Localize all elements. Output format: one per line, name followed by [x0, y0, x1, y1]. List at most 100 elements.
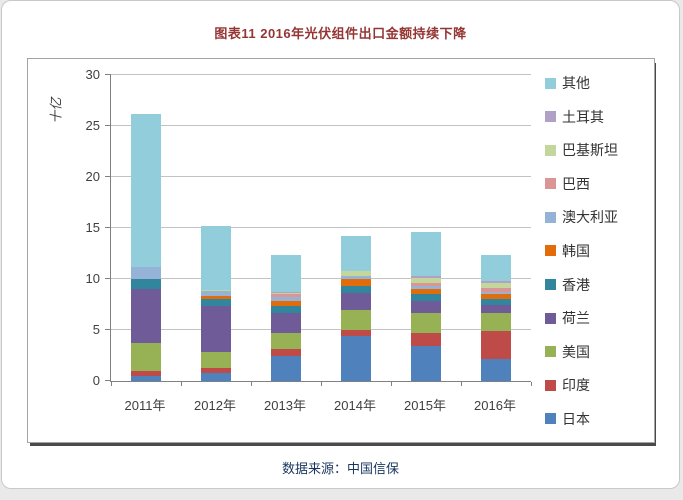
bar-segment-土耳其	[271, 292, 301, 293]
bar-segment-荷兰	[481, 304, 511, 313]
x-tickmark-3	[321, 382, 322, 386]
bar-segment-美国	[481, 312, 511, 332]
data-source: 数据来源：中国信保	[281, 461, 399, 476]
bar-segment-荷兰	[131, 288, 161, 343]
bar-segment-荷兰	[201, 306, 231, 353]
legend-label-荷兰: 荷兰	[562, 310, 590, 327]
legend-swatch-美国	[545, 346, 556, 358]
bar-segment-印度	[341, 329, 371, 337]
bar-segment-美国	[201, 352, 231, 369]
legend-item-美国: 美国	[545, 342, 650, 362]
bar-segment-印度	[131, 371, 161, 377]
x-label-2012年: 2012年	[194, 398, 236, 413]
gridline-y15	[111, 227, 531, 228]
x-tickmark-4	[391, 382, 392, 386]
bar-2014年	[321, 75, 391, 381]
bar-segment-韩国	[271, 301, 301, 306]
x-tickmark-0	[111, 382, 112, 386]
y-tickmark-25	[105, 125, 111, 126]
x-tickmark-1	[181, 382, 182, 386]
y-tickmark-20	[105, 176, 111, 177]
y-tickmark-30	[105, 74, 111, 75]
bar-segment-美国	[271, 333, 301, 350]
bar-2012年	[181, 75, 251, 381]
legend-item-香港: 香港	[545, 275, 650, 295]
x-tickmark-2	[251, 382, 252, 386]
legend-item-巴基斯坦: 巴基斯坦	[545, 140, 650, 160]
y-tickmark-15	[105, 227, 111, 228]
legend-item-其他: 其他	[545, 73, 650, 93]
legend-label-韩国: 韩国	[562, 242, 590, 259]
legend-label-澳大利亚: 澳大利亚	[562, 209, 618, 226]
article-card: 图表11 2016年光伏组件出口金额持续下降 十亿 0 5 10 15 20 25 30 2…	[1, 0, 680, 489]
x-tickmark-5	[461, 382, 462, 386]
bar-segment-荷兰	[411, 300, 441, 313]
legend-item-韩国: 韩国	[545, 241, 650, 261]
bar-segment-韩国	[341, 279, 371, 287]
bar-segment-巴西	[411, 282, 441, 286]
bar-segment-日本	[271, 356, 301, 381]
gridline-y20	[111, 176, 531, 177]
bar-segment-日本	[481, 359, 511, 381]
bar-segment-其他	[481, 254, 511, 282]
bar-segment-印度	[481, 331, 511, 360]
legend-item-巴西: 巴西	[545, 174, 650, 194]
bar-2016年	[461, 75, 531, 381]
bar-2011年	[111, 75, 181, 381]
legend-item-土耳其: 土耳其	[545, 107, 650, 127]
legend-swatch-荷兰	[545, 312, 556, 324]
legend-item-荷兰: 荷兰	[545, 308, 650, 328]
bar-segment-巴西	[271, 293, 301, 298]
bar-segment-澳大利亚	[131, 267, 161, 279]
y-label-10: 10	[85, 271, 100, 286]
y-axis-title: 十亿	[48, 97, 64, 124]
legend-label-美国: 美国	[562, 343, 590, 360]
legend-swatch-韩国	[545, 245, 556, 257]
legend-item-澳大利亚: 澳大利亚	[545, 207, 650, 227]
bar-segment-其他	[411, 232, 441, 276]
bar-segment-荷兰	[271, 312, 301, 334]
bar-segment-澳大利亚	[481, 291, 511, 294]
bar-segment-印度	[201, 368, 231, 373]
y-label-0: 0	[92, 373, 100, 388]
bar-segment-其他	[131, 114, 161, 268]
bar-segment-香港	[411, 294, 441, 301]
legend-swatch-日本	[545, 413, 556, 425]
x-label-2014年: 2014年	[334, 398, 376, 413]
legend-label-巴西: 巴西	[562, 175, 590, 192]
bar-segment-香港	[131, 278, 161, 289]
bar-segment-澳大利亚	[411, 285, 441, 290]
bar-segment-巴基斯坦	[411, 278, 441, 283]
bar-segment-荷兰	[341, 293, 371, 310]
legend-swatch-巴基斯坦	[545, 144, 556, 156]
legend-item-印度: 印度	[545, 375, 650, 395]
bar-segment-美国	[341, 309, 371, 330]
bar-segment-巴基斯坦	[201, 289, 231, 291]
y-axis-labels: 0 5 10 15 20 25 30	[66, 67, 104, 388]
bar-segment-香港	[271, 305, 301, 313]
bar-segment-巴基斯坦	[271, 292, 301, 294]
y-label-20: 20	[85, 169, 100, 184]
gridline-y5	[111, 329, 531, 330]
bar-segment-澳大利亚	[341, 276, 371, 279]
y-label-5: 5	[92, 322, 100, 337]
bar-segment-澳大利亚	[271, 297, 301, 302]
legend-swatch-澳大利亚	[545, 211, 556, 223]
legend-swatch-香港	[545, 279, 556, 291]
legend-swatch-土耳其	[545, 111, 556, 123]
bar-segment-香港	[481, 298, 511, 305]
x-tickmark-6	[531, 382, 532, 386]
legend-label-土耳其: 土耳其	[562, 108, 604, 125]
gridline-y25	[111, 125, 531, 126]
bar-segment-日本	[341, 336, 371, 381]
bar-2013年	[251, 75, 321, 381]
bar-segment-其他	[341, 236, 371, 271]
bar-segment-巴西	[201, 290, 231, 291]
legend-label-日本: 日本	[562, 410, 590, 427]
bar-segment-日本	[201, 372, 231, 381]
chart-image: 十亿 0 5 10 15 20 25 30 2011年 2012年 2013年 2014年 2015…	[27, 58, 655, 443]
x-label-2015年: 2015年	[404, 398, 446, 413]
bar-segment-香港	[201, 299, 231, 307]
bar-segment-土耳其	[481, 281, 511, 284]
